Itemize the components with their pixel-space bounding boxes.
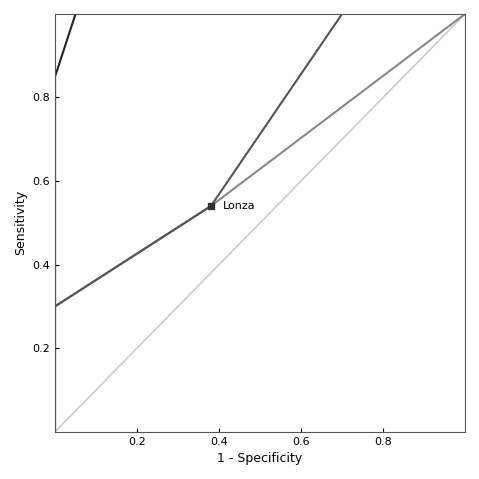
Y-axis label: Sensitivity: Sensitivity <box>14 190 27 255</box>
X-axis label: 1 - Specificity: 1 - Specificity <box>217 452 303 465</box>
Text: Lonza: Lonza <box>223 201 256 211</box>
